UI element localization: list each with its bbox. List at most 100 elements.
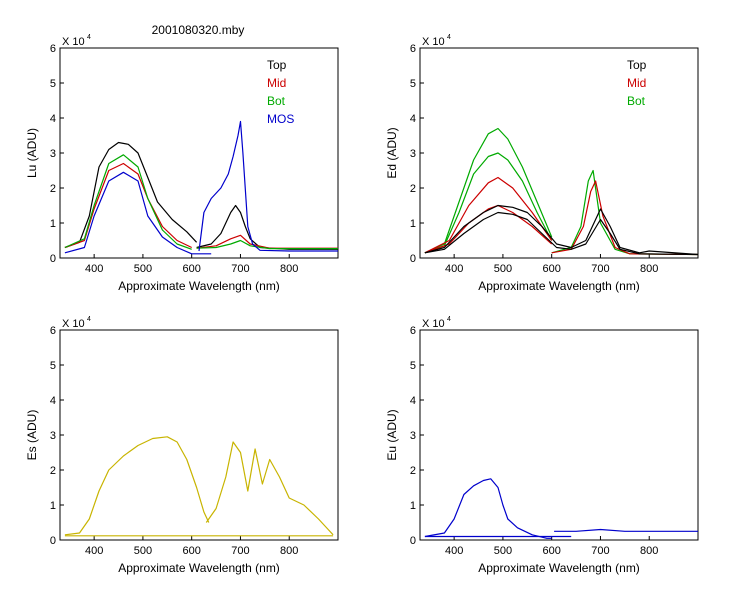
legend-entry: Top <box>267 58 287 72</box>
y-multiplier: X 10 <box>62 36 85 48</box>
y-tick-label: 4 <box>50 395 56 407</box>
y-tick-label: 3 <box>410 148 416 160</box>
y-multiplier-exponent: 4 <box>447 34 451 41</box>
x-axis-label: Approximate Wavelength (nm) <box>118 279 280 293</box>
y-multiplier: X 10 <box>62 318 85 330</box>
series-line-5 <box>64 154 192 250</box>
y-axis-label: Eu (ADU) <box>385 409 399 460</box>
plot-frame <box>419 47 699 259</box>
x-tick-label: 600 <box>543 545 561 557</box>
x-axis-label: Approximate Wavelength (nm) <box>118 561 280 575</box>
x-tick-label: 400 <box>85 263 103 275</box>
y-axis-label: Lu (ADU) <box>25 128 39 178</box>
y-tick-label: 3 <box>410 430 416 442</box>
y-tick-label: 3 <box>50 430 56 442</box>
series-line-8 <box>424 211 698 256</box>
y-tick-label: 2 <box>410 183 416 195</box>
legend-entry: Mid <box>267 76 286 90</box>
series-line-3 <box>554 528 698 532</box>
series-line-8 <box>198 120 338 252</box>
y-tick-label: 1 <box>50 500 56 512</box>
plot-frame <box>59 329 339 541</box>
x-tick-label: 700 <box>591 263 609 275</box>
y-tick-label: 5 <box>50 360 56 372</box>
x-tick-label: 500 <box>494 545 512 557</box>
series-line-3 <box>551 169 698 256</box>
y-multiplier-exponent: 4 <box>87 316 91 323</box>
y-tick-label: 4 <box>50 113 56 125</box>
y-tick-label: 5 <box>50 78 56 90</box>
plot-frame <box>59 47 339 259</box>
x-tick-label: 500 <box>134 545 152 557</box>
x-tick-label: 500 <box>134 263 152 275</box>
x-axis-label: Approximate Wavelength (nm) <box>478 279 640 293</box>
series-line-2 <box>205 441 334 536</box>
x-tick-label: 400 <box>85 545 103 557</box>
y-multiplier-exponent: 4 <box>447 316 451 323</box>
y-tick-label: 6 <box>50 43 56 55</box>
y-tick-label: 1 <box>410 500 416 512</box>
x-tick-label: 700 <box>591 545 609 557</box>
series-line-7 <box>424 204 698 256</box>
legend-entry: Mid <box>627 76 646 90</box>
y-tick-label: 3 <box>50 148 56 160</box>
y-axis-label: Ed (ADU) <box>385 127 399 178</box>
y-tick-label: 4 <box>410 395 416 407</box>
y-tick-label: 6 <box>50 325 56 337</box>
y-tick-label: 5 <box>410 78 416 90</box>
series-group <box>424 478 698 539</box>
series-line-3 <box>64 162 192 249</box>
legend-entry: Bot <box>627 94 646 108</box>
series-line-7 <box>64 171 212 255</box>
y-tick-label: 1 <box>50 218 56 230</box>
legend-entry: Bot <box>267 94 286 108</box>
x-tick-label: 400 <box>445 263 463 275</box>
x-tick-label: 800 <box>640 545 658 557</box>
series-group <box>64 436 334 537</box>
x-tick-label: 800 <box>280 263 298 275</box>
series-line-2 <box>196 204 338 250</box>
series-line-2 <box>424 152 553 254</box>
x-tick-label: 500 <box>494 263 512 275</box>
figure-title: 2001080320.mby <box>152 23 245 37</box>
x-tick-label: 600 <box>543 263 561 275</box>
y-tick-label: 0 <box>50 253 56 265</box>
y-tick-label: 2 <box>410 465 416 477</box>
series-line-6 <box>551 180 698 256</box>
y-tick-label: 2 <box>50 465 56 477</box>
series-line-1 <box>424 478 552 539</box>
y-tick-label: 6 <box>410 325 416 337</box>
plot-frame <box>419 329 699 541</box>
y-tick-label: 6 <box>410 43 416 55</box>
y-tick-label: 0 <box>410 253 416 265</box>
series-line-6 <box>196 239 338 250</box>
y-axis-label: Es (ADU) <box>25 410 39 461</box>
y-multiplier: X 10 <box>422 318 445 330</box>
y-multiplier-exponent: 4 <box>87 34 91 41</box>
series-line-1 <box>424 127 553 254</box>
series-line-1 <box>64 141 198 249</box>
x-tick-label: 700 <box>231 545 249 557</box>
y-tick-label: 4 <box>410 113 416 125</box>
legend-entry: MOS <box>267 112 294 126</box>
y-tick-label: 0 <box>410 535 416 547</box>
y-tick-label: 5 <box>410 360 416 372</box>
x-tick-label: 700 <box>231 263 249 275</box>
y-multiplier: X 10 <box>422 36 445 48</box>
legend-entry: Top <box>627 58 647 72</box>
series-line-1 <box>64 436 210 536</box>
x-tick-label: 600 <box>183 545 201 557</box>
x-tick-label: 800 <box>280 545 298 557</box>
y-tick-label: 2 <box>50 183 56 195</box>
x-tick-label: 800 <box>640 263 658 275</box>
y-tick-label: 0 <box>50 535 56 547</box>
x-tick-label: 400 <box>445 545 463 557</box>
x-tick-label: 600 <box>183 263 201 275</box>
series-group <box>424 127 698 256</box>
